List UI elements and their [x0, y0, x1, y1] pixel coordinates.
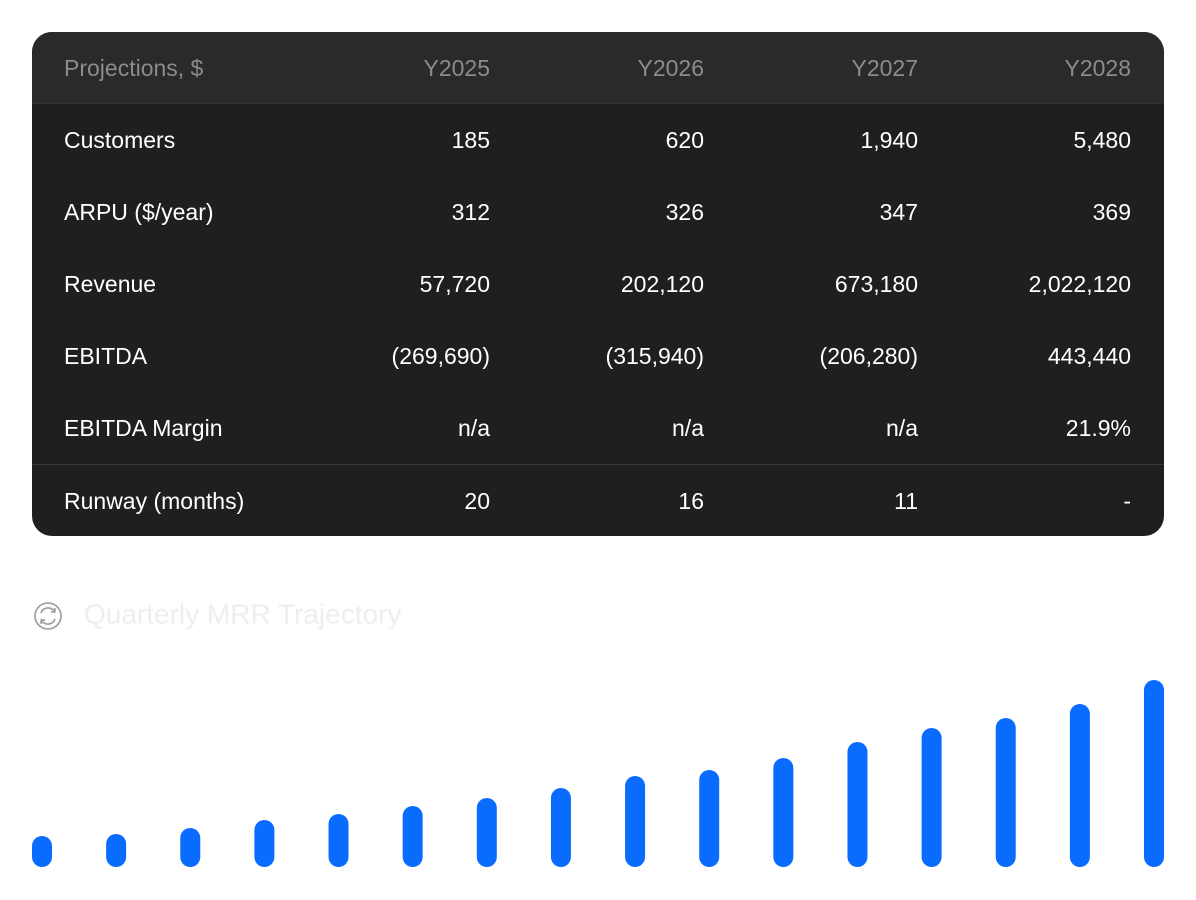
row-label: ARPU ($/year)	[64, 199, 214, 225]
cell-value: 11	[894, 488, 918, 514]
table-row: Runway (months) 20 16 11 -	[32, 464, 1164, 536]
table-row: Revenue 57,720 202,120 673,180 2,022,120	[32, 248, 1164, 320]
cell-value: 326	[665, 199, 704, 225]
bar	[921, 728, 942, 867]
cell-value: (206,280)	[819, 343, 918, 369]
bar	[550, 788, 571, 867]
table-row: Customers 185 620 1,940 5,480	[32, 104, 1164, 176]
bar	[847, 742, 868, 867]
row-label: Revenue	[64, 271, 157, 297]
cell-value: 16	[678, 488, 704, 514]
cell-value: 5,480	[1073, 127, 1131, 153]
bar	[773, 758, 794, 867]
bar	[180, 828, 201, 867]
cell-value: 673,180	[834, 271, 918, 297]
table-row: ARPU ($/year) 312 326 347 369	[32, 176, 1164, 248]
refresh-icon[interactable]	[34, 602, 62, 630]
cell-value: 369	[1092, 199, 1131, 225]
cell-value: Y2026	[637, 55, 704, 81]
cell-value: n/a	[672, 415, 704, 441]
cell-value: 57,720	[419, 271, 490, 297]
cell-value: -	[1123, 488, 1131, 514]
cell-value: (315,940)	[605, 343, 704, 369]
table-row: EBITDA Margin n/a n/a n/a 21.9%	[32, 392, 1164, 464]
cell-value: 312	[451, 199, 490, 225]
cell-value: Y2027	[851, 55, 918, 81]
cell-value: Y2025	[423, 55, 490, 81]
bar	[106, 834, 127, 867]
bar	[402, 806, 423, 867]
bar	[476, 798, 497, 867]
cell-value: n/a	[458, 415, 490, 441]
cell-value: (269,690)	[391, 343, 490, 369]
cell-value: 202,120	[620, 271, 704, 297]
cell-value: 620	[665, 127, 704, 153]
chart: Quarterly MRR Trajectory	[32, 598, 1164, 867]
bar	[699, 770, 720, 867]
row-label: EBITDA	[64, 343, 148, 369]
row-label: Projections, $	[64, 55, 204, 81]
row-label: EBITDA Margin	[64, 415, 223, 441]
bar	[995, 718, 1016, 867]
cell-value: 443,440	[1047, 343, 1131, 369]
cell-value: 21.9%	[1065, 415, 1131, 441]
bar	[1144, 680, 1164, 867]
cell-value: n/a	[886, 415, 918, 441]
bar	[254, 820, 275, 867]
cell-value: 2,022,120	[1028, 271, 1131, 297]
table-header: Projections, $ Y2025 Y2026 Y2027 Y2028	[32, 32, 1164, 104]
table-row: EBITDA (269,690) (315,940) (206,280) 443,440	[32, 320, 1164, 392]
bar	[328, 814, 349, 867]
chart-title: Quarterly MRR Trajectory	[84, 598, 401, 629]
cell-value: 1,940	[860, 127, 918, 153]
cell-value: 347	[879, 199, 918, 225]
bar	[1069, 704, 1090, 867]
cell-value: 185	[451, 127, 490, 153]
cell-value: Y2028	[1064, 55, 1131, 81]
bar	[32, 836, 52, 867]
projections-table: Projections, $ Y2025 Y2026 Y2027 Y2028 Custom…	[32, 32, 1164, 536]
cell-value: 20	[464, 488, 490, 514]
bar	[625, 776, 646, 867]
row-label: Customers	[64, 127, 176, 153]
row-label: Runway (months)	[64, 488, 245, 514]
